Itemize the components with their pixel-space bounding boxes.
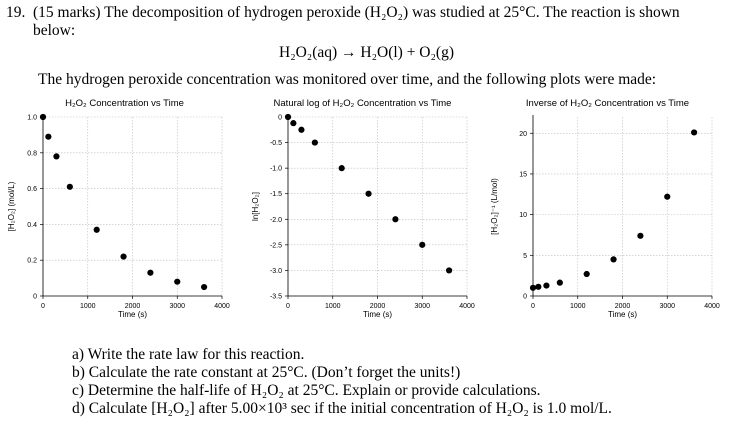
x-tick-label: 4000 (704, 303, 720, 310)
data-point (174, 278, 181, 285)
y-tick-label: 5 (523, 253, 527, 260)
data-point (446, 267, 453, 274)
y-tick-label: 20 (519, 131, 527, 138)
x-axis-label: Time (s) (118, 310, 147, 319)
part-a: a) Write the rate law for this reaction. (72, 346, 305, 363)
data-point (290, 120, 297, 127)
data-point (583, 270, 590, 278)
part-d: d) Calculate [H₂O₂] after 5.00×10³ sec i… (72, 400, 612, 417)
data-point (338, 165, 345, 172)
question-number: 19. (6, 4, 26, 21)
data-point (298, 126, 305, 133)
y-axis-label: [H₂O₂]⁻¹ (L/mol) (490, 178, 499, 235)
question-text-line2: below: (33, 22, 76, 39)
x-axis-label: Time (s) (608, 310, 637, 319)
data-point (529, 284, 537, 291)
x-tick-label: 1000 (325, 303, 341, 310)
data-point (691, 129, 698, 136)
x-tick-label: 3000 (169, 303, 185, 310)
y-tick-label: 0 (523, 294, 527, 301)
x-tick-label: 4000 (459, 303, 475, 310)
data-point (45, 133, 52, 140)
x-axis-label: Time (s) (363, 310, 392, 319)
y-tick-label: -3.0 (270, 268, 282, 275)
data-point (610, 256, 617, 263)
x-tick-label: 1000 (570, 303, 586, 310)
y-tick-label: -2.0 (270, 217, 282, 224)
data-point (365, 190, 372, 197)
x-tick-label: 0 (286, 303, 290, 310)
chart-1-title: H₂O₂ Concentration vs Time (65, 98, 184, 109)
x-tick-label: 2000 (615, 303, 631, 310)
plots-intro: The hydrogen peroxide concentration was … (38, 71, 657, 88)
data-point (664, 193, 671, 200)
y-tick-label: 0.4 (27, 222, 37, 229)
chart-3: 0 1000 2000 3000 4000 0 5 10 15 20 Time (s) [H₂O₂]⁻… (490, 115, 720, 319)
y-tick-label: 0 (33, 294, 37, 301)
y-axis-label: ln[H₂O₂] (251, 192, 260, 221)
part-b: b) Calculate the rate constant at 25°C. … (72, 364, 461, 381)
y-tick-label: -1.5 (270, 191, 282, 198)
x-tick-label: 3000 (659, 303, 675, 310)
data-point (66, 183, 73, 190)
data-point (39, 113, 47, 121)
data-point (535, 283, 542, 290)
y-tick-label: 10 (519, 212, 527, 219)
y-tick-label: -2.5 (270, 242, 282, 249)
data-point (392, 216, 399, 223)
y-tick-label: -0.5 (270, 140, 282, 147)
question-text-line1: (15 marks) The decomposition of hydrogen… (33, 4, 680, 21)
y-tick-label: 0.6 (27, 186, 37, 193)
y-tick-label: 1.0 (27, 115, 37, 122)
chart-1: 0 1000 2000 3000 4000 0 0.2 0.4 0.6 0.8 1.0 Time (s… (7, 113, 230, 319)
data-point (147, 269, 154, 276)
x-tick-label: 3000 (414, 303, 430, 310)
y-tick-label: 0.8 (27, 150, 37, 157)
data-point (201, 283, 208, 291)
chart-2-title: Natural log of H₂O₂ Concentration vs Tim… (273, 98, 452, 109)
x-tick-label: 0 (41, 303, 45, 310)
x-tick-label: 4000 (214, 303, 230, 310)
data-point (556, 279, 563, 286)
y-axis-label: [H₂O₂] (mol/L) (7, 181, 16, 231)
x-tick-label: 1000 (80, 303, 96, 310)
data-point (93, 226, 100, 233)
part-c: c) Determine the half-life of H₂O₂ at 25… (72, 382, 541, 399)
data-point (419, 241, 426, 248)
data-point (120, 253, 127, 260)
data-point (53, 153, 60, 160)
y-tick-label: -1.0 (270, 166, 282, 173)
data-point (311, 139, 318, 146)
data-point (637, 232, 644, 239)
data-point (543, 282, 550, 289)
data-point (284, 113, 292, 121)
y-tick-label: 0.2 (27, 258, 37, 265)
chart-2: 0 1000 2000 3000 4000 -3.5 -3.0 -2.5 -2.0 -1.5 -1.… (251, 113, 475, 319)
y-tick-label: 0 (278, 115, 282, 122)
x-tick-label: 2000 (125, 303, 141, 310)
x-tick-label: 0 (531, 303, 535, 310)
reaction-equation: H₂O₂(aq) → H₂O(l) + O₂(g) (279, 44, 454, 61)
y-tick-label: -3.5 (270, 294, 282, 301)
chart-3-title: Inverse of H₂O₂ Concentration vs Time (525, 98, 690, 109)
y-tick-label: 15 (519, 171, 527, 178)
x-tick-label: 2000 (370, 303, 386, 310)
